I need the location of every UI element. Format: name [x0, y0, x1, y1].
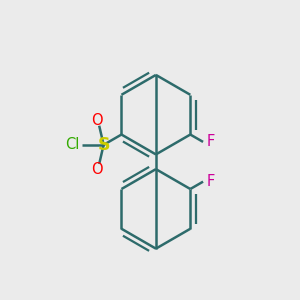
Text: O: O — [92, 113, 103, 128]
Text: S: S — [98, 136, 110, 154]
Text: F: F — [207, 174, 215, 189]
Text: F: F — [207, 134, 215, 149]
Text: Cl: Cl — [65, 137, 79, 152]
Text: O: O — [92, 162, 103, 177]
